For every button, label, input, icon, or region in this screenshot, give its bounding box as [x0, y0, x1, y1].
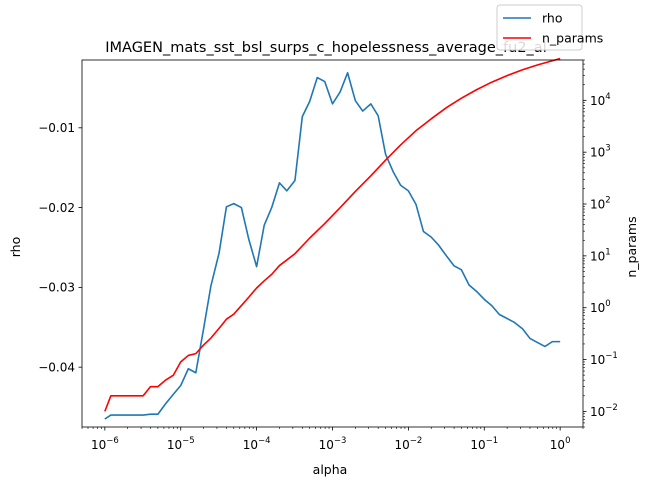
series-rho-layer: [104, 71, 561, 420]
legend-label-nparams: n_params: [542, 31, 603, 46]
series-nparams-layer: [104, 57, 561, 412]
y-tick-label: −0.01: [38, 121, 75, 135]
x-tick-label: 10−3: [319, 436, 347, 452]
y2-tick-label: 10−2: [590, 403, 618, 419]
x-tick-label: 10−5: [167, 436, 195, 452]
x-tick-label: 10−1: [470, 436, 498, 452]
y2-tick-label: 101: [590, 247, 611, 263]
y-tick-label: −0.03: [38, 281, 75, 295]
y-axis-label: rho: [8, 237, 23, 258]
x-axis-label: alpha: [313, 462, 348, 477]
x-tick-label: 10−4: [243, 436, 271, 452]
x-axis-ticks: 10−6 10−5 10−4 10−3 10−2 10−1 100: [81, 427, 584, 452]
series-nparams-line: [104, 57, 561, 412]
x-tick-label: 10−2: [394, 436, 422, 452]
y2-axis-ticks: 10−2 10−1 100 101 102 103 104: [583, 59, 618, 428]
x-tick-label: 10−6: [91, 436, 119, 452]
series-rho-line: [104, 71, 561, 420]
plot-frame: [81, 59, 584, 428]
legend: rho n_params: [496, 4, 603, 51]
y2-axis-label: n_params: [624, 216, 639, 277]
legend-label-rho: rho: [542, 11, 563, 26]
y2-tick-label: 102: [590, 196, 611, 212]
plot-area: [104, 57, 561, 420]
chart-title: IMAGEN_mats_sst_bsl_surps_c_hopelessness…: [105, 40, 546, 56]
y-axis-ticks: −0.04 −0.03 −0.02 −0.01: [38, 121, 82, 374]
y-tick-label: −0.04: [38, 360, 75, 374]
y2-tick-label: 10−1: [590, 351, 618, 367]
y2-tick-label: 103: [590, 144, 611, 160]
x-tick-label: 100: [550, 436, 571, 452]
y2-tick-label: 100: [590, 299, 611, 315]
y-tick-label: −0.02: [38, 201, 75, 215]
y2-tick-label: 104: [590, 92, 611, 108]
